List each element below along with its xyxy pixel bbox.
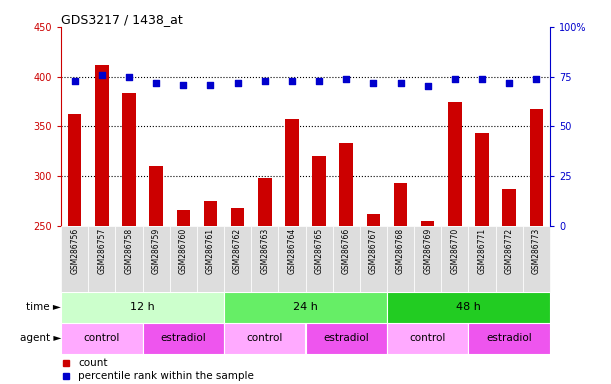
Text: GSM286757: GSM286757 [97, 228, 106, 275]
Text: time ►: time ► [26, 302, 61, 312]
Bar [340, 143, 353, 225]
Text: estradiol: estradiol [161, 333, 206, 343]
Bar [306, 225, 332, 292]
Bar [441, 225, 469, 292]
Text: GSM286769: GSM286769 [423, 228, 432, 275]
Bar [258, 178, 271, 225]
Text: GSM286772: GSM286772 [505, 228, 514, 275]
Bar [142, 225, 170, 292]
Bar [496, 225, 523, 292]
Text: GSM286762: GSM286762 [233, 228, 242, 275]
Bar [115, 225, 142, 292]
Text: GSM286761: GSM286761 [206, 228, 215, 275]
Point [97, 71, 107, 78]
Bar [502, 189, 516, 225]
Text: GSM286759: GSM286759 [152, 228, 161, 275]
Bar [469, 225, 496, 292]
Bar [224, 323, 306, 354]
Bar [142, 323, 224, 354]
Bar [332, 225, 360, 292]
Bar [68, 114, 81, 225]
Text: control: control [84, 333, 120, 343]
Bar [279, 225, 306, 292]
Bar [88, 225, 115, 292]
Bar [61, 323, 142, 354]
Point [178, 81, 188, 88]
Point [260, 78, 269, 84]
Text: estradiol: estradiol [486, 333, 532, 343]
Bar [387, 225, 414, 292]
Point [233, 79, 243, 86]
Bar [393, 183, 408, 225]
Bar [251, 225, 279, 292]
Bar [387, 323, 469, 354]
Point [124, 73, 134, 79]
Text: 12 h: 12 h [130, 302, 155, 312]
Text: GSM286758: GSM286758 [125, 228, 133, 275]
Text: estradiol: estradiol [323, 333, 369, 343]
Bar [306, 323, 387, 354]
Point [532, 76, 541, 82]
Point [450, 76, 459, 82]
Bar [448, 103, 462, 225]
Point [423, 83, 433, 89]
Bar [469, 323, 550, 354]
Bar [95, 65, 109, 225]
Text: percentile rank within the sample: percentile rank within the sample [78, 371, 254, 381]
Point [314, 78, 324, 84]
Bar [203, 201, 218, 225]
Bar [224, 292, 387, 323]
Bar [523, 225, 550, 292]
Text: GSM286760: GSM286760 [179, 228, 188, 275]
Text: agent ►: agent ► [20, 333, 61, 343]
Bar [367, 214, 380, 225]
Bar [475, 133, 489, 225]
Text: count: count [78, 358, 108, 368]
Bar [122, 93, 136, 225]
Bar [61, 292, 224, 323]
Text: GSM286764: GSM286764 [287, 228, 296, 275]
Point [287, 78, 297, 84]
Text: GSM286771: GSM286771 [478, 228, 486, 275]
Bar [360, 225, 387, 292]
Point [205, 81, 215, 88]
Bar [312, 156, 326, 225]
Bar [61, 225, 88, 292]
Text: 48 h: 48 h [456, 302, 481, 312]
Bar [285, 119, 299, 225]
Bar [231, 208, 244, 225]
Bar [224, 225, 251, 292]
Point [396, 79, 406, 86]
Point [368, 79, 378, 86]
Text: GSM286767: GSM286767 [369, 228, 378, 275]
Text: 24 h: 24 h [293, 302, 318, 312]
Text: control: control [247, 333, 283, 343]
Bar [387, 292, 550, 323]
Bar [530, 109, 543, 225]
Text: GSM286766: GSM286766 [342, 228, 351, 275]
Text: GSM286773: GSM286773 [532, 228, 541, 275]
Text: GSM286768: GSM286768 [396, 228, 405, 275]
Text: GSM286770: GSM286770 [450, 228, 459, 275]
Point [70, 78, 79, 84]
Point [477, 76, 487, 82]
Text: GSM286763: GSM286763 [260, 228, 269, 275]
Bar [421, 221, 434, 225]
Text: GDS3217 / 1438_at: GDS3217 / 1438_at [61, 13, 183, 26]
Bar [197, 225, 224, 292]
Text: GSM286765: GSM286765 [315, 228, 324, 275]
Bar [149, 166, 163, 225]
Text: GSM286756: GSM286756 [70, 228, 79, 275]
Text: control: control [409, 333, 446, 343]
Point [152, 79, 161, 86]
Bar [177, 210, 190, 225]
Point [342, 76, 351, 82]
Point [504, 79, 514, 86]
Bar [414, 225, 441, 292]
Bar [170, 225, 197, 292]
